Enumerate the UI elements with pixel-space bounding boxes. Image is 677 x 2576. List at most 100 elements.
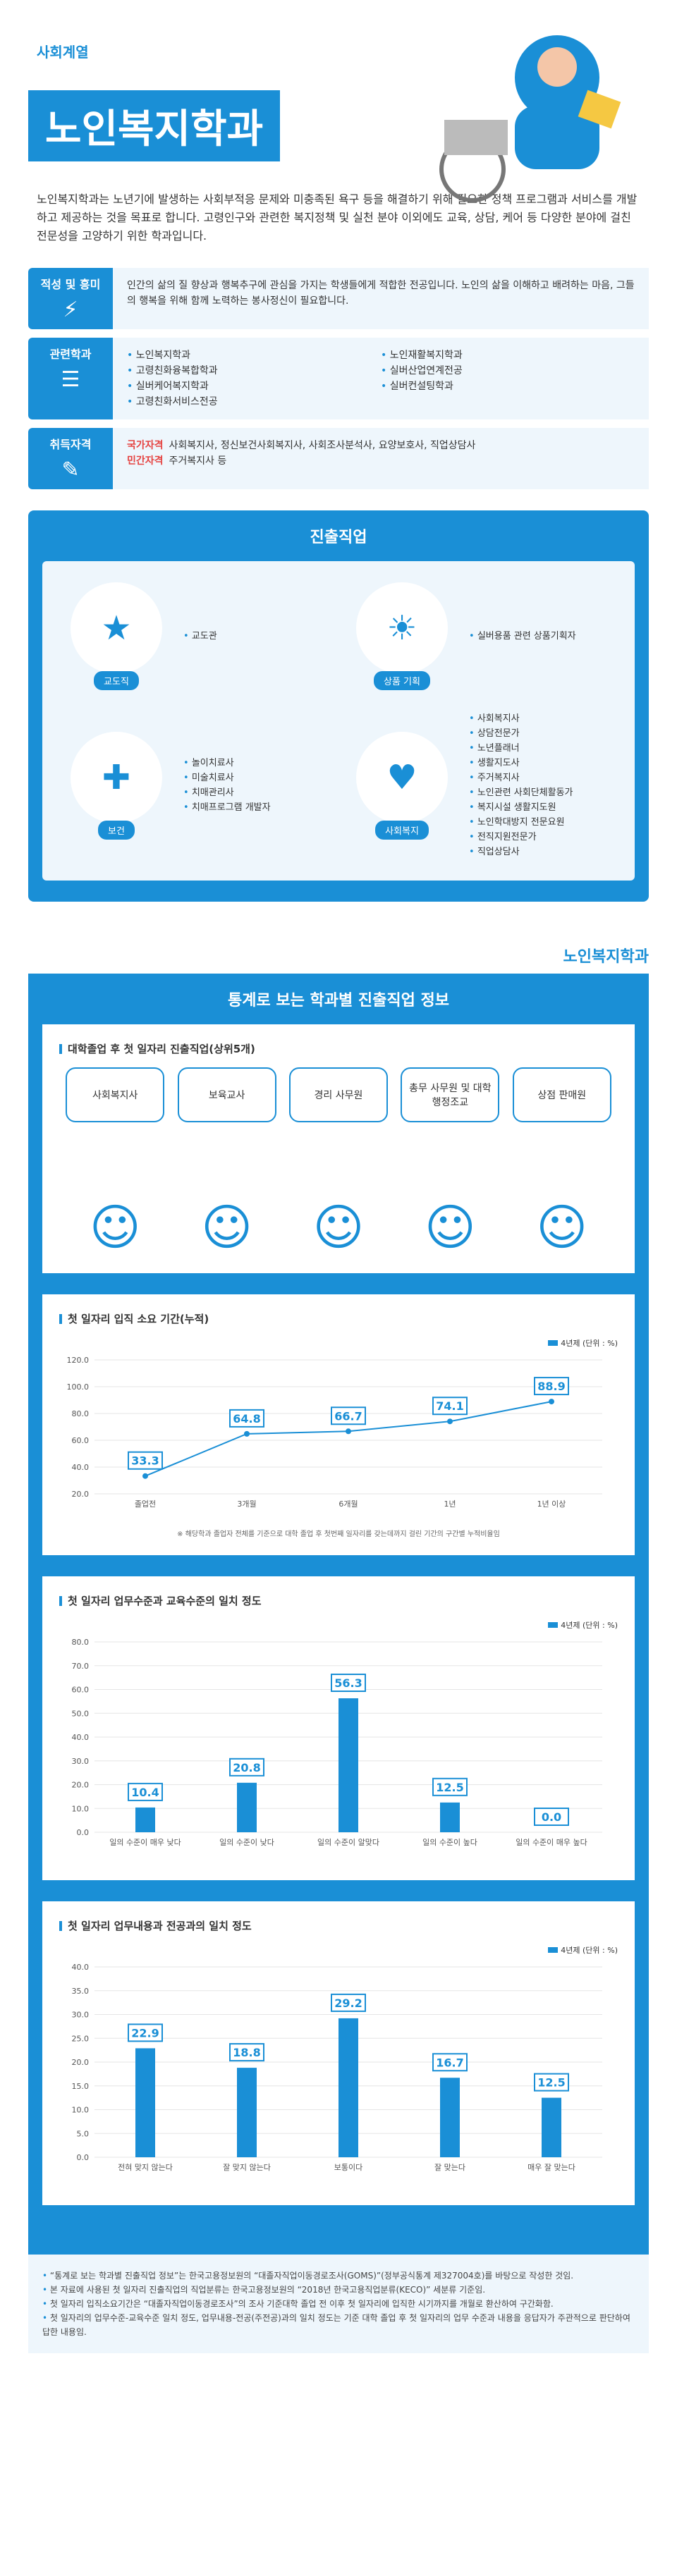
person-illustration: ☺: [312, 1198, 365, 1256]
national-tag: 국가자격: [127, 440, 164, 451]
data-label: 74.1: [436, 1399, 463, 1413]
career-job: 교도관: [183, 629, 217, 644]
related-item: 고령친화융복합학과: [127, 363, 381, 379]
top5-item: 보육교사 ☺: [177, 1067, 276, 1256]
career-job: 노인학대방지 전문요원: [469, 815, 573, 830]
chart-panel-2: 첫 일자리 업무수준과 교육수준의 일치 정도 4년제 (단위 : %) 80.…: [42, 1576, 635, 1880]
job-bubble: 총무 사무원 및 대학 행정조교: [401, 1067, 500, 1122]
data-label-box: [229, 1409, 264, 1428]
national-licenses: 사회복지사, 정신보건사회복지사, 사회조사분석사, 요양보호사, 직업상담사: [169, 440, 476, 451]
career-job: 직업상담사: [469, 845, 573, 859]
y-tick-label: 35.0: [72, 1987, 90, 1996]
bar: [542, 2097, 561, 2157]
y-tick-label: 5.0: [77, 2129, 90, 2138]
career-job: 생활지도사: [469, 756, 573, 771]
career-group-label: 사회복지: [375, 820, 429, 840]
x-tick-label: 매우 잘 맞는다: [527, 2163, 575, 2172]
career-section: 진출직업 ★교도직교도관☀상품 기획실버용품 관련 상품기획자✚보건놀이치료사미…: [28, 510, 649, 902]
first-aid-icon: ✚: [71, 731, 162, 823]
footnotes: “통계로 보는 학과별 진출직업 정보”는 한국고용정보원의 “대졸자직업이동경…: [28, 2255, 649, 2353]
x-tick-label: 보통이다: [334, 2163, 362, 2172]
x-tick-label: 6개월: [338, 1499, 358, 1509]
intro-text: 노인복지학과는 노년기에 발생하는 사회부적응 문제와 미충족된 욕구 등을 해…: [37, 192, 638, 243]
hero: 사회계열 노인복지학과: [0, 0, 677, 202]
career-group-label: 교도직: [94, 671, 139, 690]
y-tick-label: 80.0: [72, 1638, 90, 1647]
career-group: ★교도직 교도관: [63, 582, 328, 690]
bar-chart: 80.0 70.0 60.0 50.0 40.0 30.0 20.0 10.0 0.0 10.4 일…: [72, 1638, 602, 1847]
career-job-list: 사회복지사상담전문가노년플래너생활지도사주거복지사노인관련 사회단체활동가복지시…: [469, 711, 573, 859]
career-grid: ★교도직교도관☀상품 기획실버용품 관련 상품기획자✚보건놀이치료사미술치료사치…: [42, 561, 635, 881]
data-label: 29.2: [334, 1997, 362, 2010]
lightbulb-icon: ☀: [356, 582, 448, 674]
career-icon-wrap: ♥ 사회복지: [349, 731, 455, 840]
career-job-list: 교도관: [183, 629, 217, 644]
y-tick-label: 60.0: [72, 1436, 90, 1445]
page-title: 노인복지학과: [28, 90, 281, 161]
y-tick-label: 120.0: [67, 1356, 90, 1365]
chart-title: 첫 일자리 업무수준과 교육수준의 일치 정도: [59, 1593, 618, 1608]
bar: [135, 1807, 155, 1832]
y-tick-label: 0.0: [77, 2153, 90, 2162]
data-label-box: [331, 1673, 366, 1692]
bar: [338, 1698, 358, 1832]
career-job: 상담전문가: [469, 726, 573, 741]
line-chart: 120.0 100.0 80.0 60.0 40.0 20.0 33.3 졸업전 64.8 3개월…: [67, 1356, 602, 1509]
x-tick-label: 일의 수준이 낮다: [219, 1837, 274, 1847]
aptitude-label: 적성 및 흥미 ⚡: [28, 268, 113, 329]
private-licenses: 주거복지사 등: [169, 455, 227, 467]
data-point: [142, 1473, 148, 1479]
footnote: 첫 일자리 입직소요기간은 “대졸자직업이동경로조사”의 조사 기준대학 졸업 …: [42, 2297, 635, 2311]
data-label: 10.4: [131, 1786, 159, 1799]
data-label: 12.5: [537, 2076, 565, 2090]
private-tag: 민간자격: [127, 455, 164, 467]
career-group-label: 보건: [98, 820, 135, 840]
data-point: [549, 1399, 554, 1405]
y-tick-label: 20.0: [72, 1781, 90, 1790]
y-tick-label: 25.0: [72, 2034, 90, 2043]
x-tick-label: 3개월: [237, 1499, 256, 1509]
related-item: 고령친화서비스전공: [127, 394, 381, 410]
career-job: 주거복지사: [469, 771, 573, 785]
aptitude-text: 인간의 삶의 질 향상과 행복추구에 관심을 가지는 학생들에게 적합한 전공입…: [113, 268, 649, 329]
data-label-box: [432, 1397, 468, 1416]
y-tick-label: 40.0: [72, 1733, 90, 1742]
y-tick-label: 30.0: [72, 2011, 90, 2020]
related-list: 노인복지학과 노인재활복지학과 고령친화융복합학과 실버산업연계전공 실버케어복…: [113, 338, 649, 419]
related-item: 노인복지학과: [127, 348, 381, 363]
legend-swatch: [548, 1622, 559, 1628]
y-tick-label: 10.0: [72, 2106, 90, 2115]
data-label: 18.8: [233, 2046, 260, 2059]
x-tick-label: 졸업전: [135, 1499, 156, 1509]
footnote: 첫 일자리의 업무수준-교육수준 일치 정도, 업무내용-전공(주전공)과의 일…: [42, 2311, 635, 2339]
y-tick-label: 80.0: [72, 1409, 90, 1418]
data-label-box: [534, 2073, 569, 2092]
y-tick-label: 10.0: [72, 1804, 90, 1813]
data-label-box: [432, 2053, 468, 2072]
person-illustration: ☺: [201, 1198, 253, 1256]
data-label: 22.9: [131, 2026, 159, 2040]
data-label: 12.5: [436, 1781, 463, 1794]
chart-panel-1: 첫 일자리 입직 소요 기간(누적) 4년제 (단위 : %) 120.0 100…: [42, 1294, 635, 1555]
caregiver-illustration: [439, 35, 621, 202]
career-icon-wrap: ★ 교도직: [63, 582, 169, 690]
x-tick-label: 일의 수준이 매우 낮다: [109, 1837, 181, 1847]
career-group: ♥사회복지사회복지사상담전문가노년플래너생활지도사주거복지사노인관련 사회단체활…: [349, 711, 614, 859]
footnote: “통계로 보는 학과별 진출직업 정보”는 한국고용정보원의 “대졸자직업이동경…: [42, 2269, 635, 2283]
y-tick-label: 50.0: [72, 1709, 90, 1718]
bar: [237, 1782, 257, 1832]
x-tick-label: 잘 맞지 않는다: [223, 2163, 271, 2172]
y-tick-label: 40.0: [72, 1963, 90, 1972]
career-job: 치매관리사: [183, 785, 271, 800]
x-tick-label: 전혀 맞지 않는다: [118, 2163, 173, 2172]
person-illustration: ☺: [89, 1198, 141, 1256]
y-tick-label: 70.0: [72, 1662, 90, 1671]
chart-title: 첫 일자리 업무내용과 전공과의 일치 정도: [59, 1918, 618, 1933]
stats-title: 통계로 보는 학과별 진출직업 정보: [228, 992, 449, 1010]
y-tick-label: 60.0: [72, 1686, 90, 1695]
lightbulb-icon: ⚡: [63, 298, 78, 322]
y-tick-label: 100.0: [67, 1382, 90, 1392]
career-job: 노년플래너: [469, 741, 573, 756]
related-item: 실버케어복지학과: [127, 379, 381, 394]
stats-section: 통계로 보는 학과별 진출직업 정보 대학졸업 후 첫 일자리 진출직업(상위5…: [28, 974, 649, 2255]
